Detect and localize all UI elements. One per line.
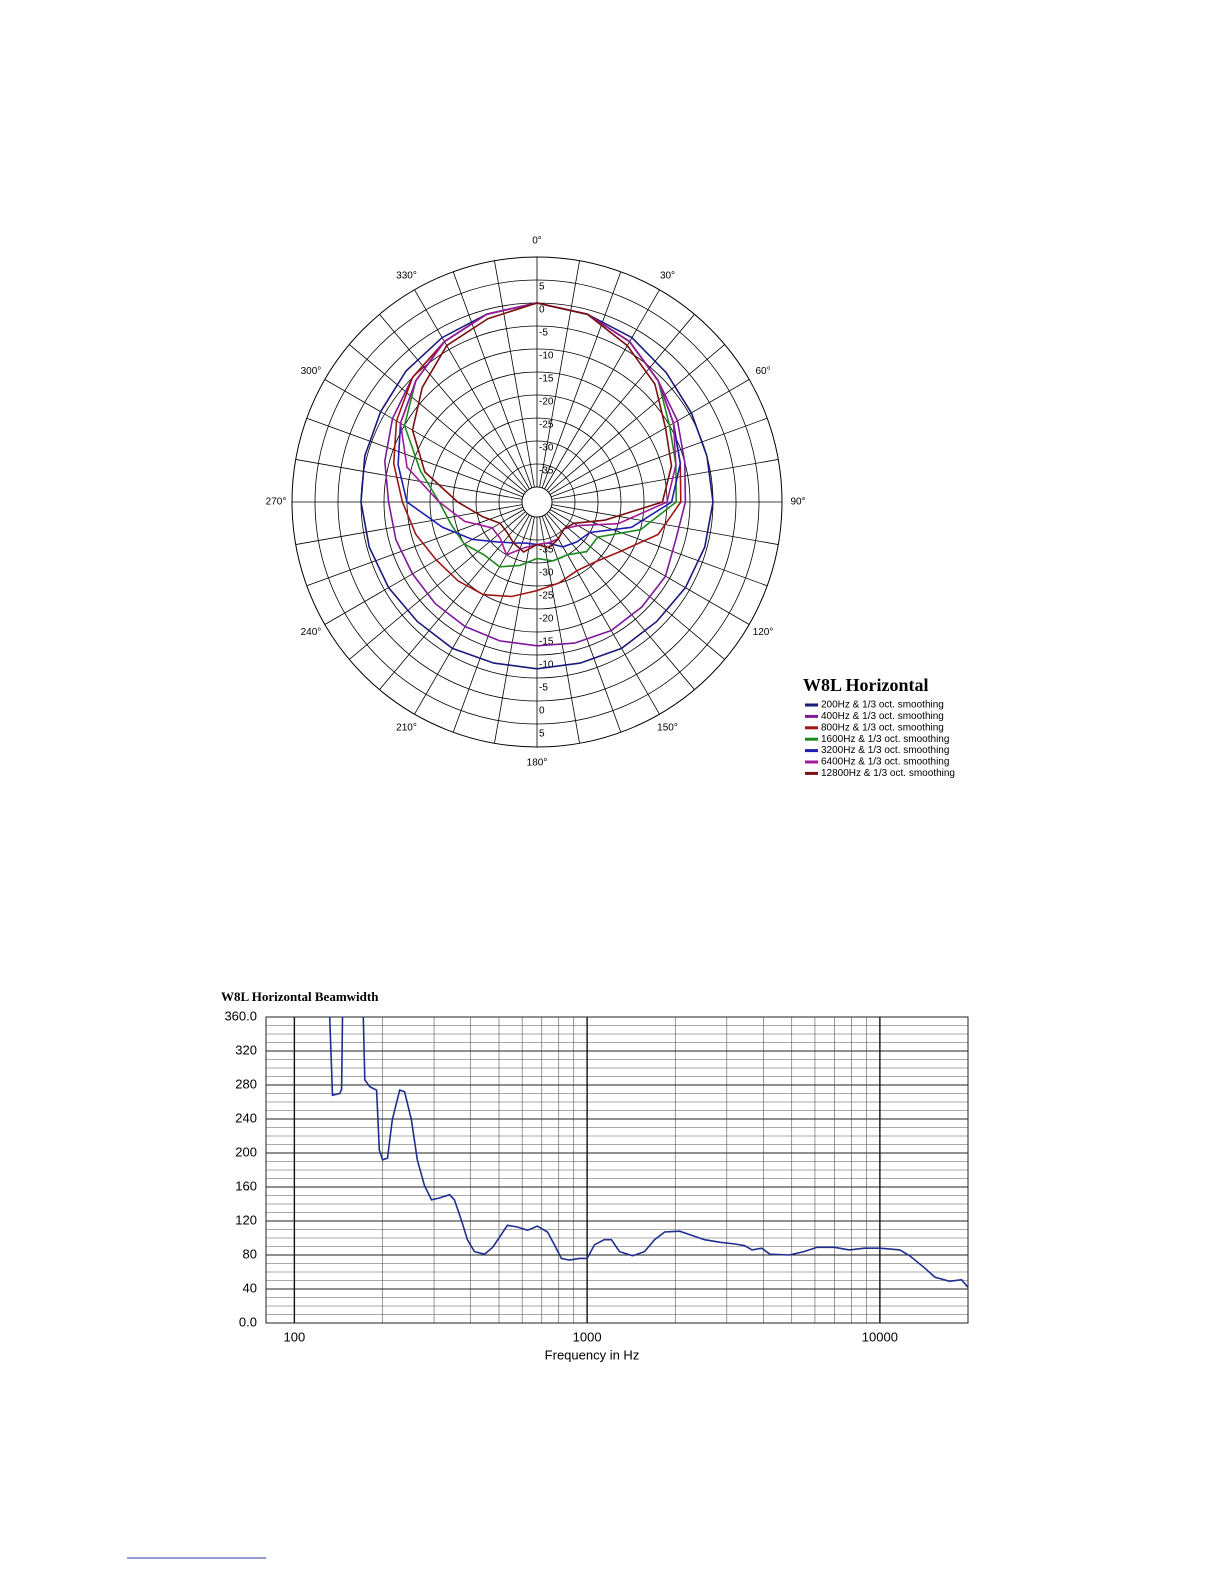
r-tick-label: 5 xyxy=(539,282,545,293)
y-tick-label: 360.0 xyxy=(224,1008,257,1023)
legend-label: 200Hz & 1/3 oct. smoothing xyxy=(821,700,944,711)
theta-tick-label: 300° xyxy=(301,366,322,377)
legend-label: 6400Hz & 1/3 oct. smoothing xyxy=(821,757,949,768)
theta-tick-label: 0° xyxy=(532,236,542,247)
plot-frame xyxy=(265,1016,969,1324)
legend-label: 12800Hz & 1/3 oct. smoothing xyxy=(821,768,955,779)
r-tick-label: -25 xyxy=(539,591,554,602)
r-tick-label: 0 xyxy=(539,706,545,717)
theta-tick-label: 120° xyxy=(753,627,774,638)
legend-label: 3200Hz & 1/3 oct. smoothing xyxy=(821,745,949,756)
y-tick-label: 120 xyxy=(235,1212,257,1227)
r-tick-label: -5 xyxy=(539,683,548,694)
chart-title: W8L Horizontal Beamwidth xyxy=(221,989,379,1004)
legend-label: 1600Hz & 1/3 oct. smoothing xyxy=(821,734,949,745)
y-tick-label: 0.0 xyxy=(239,1314,257,1329)
y-tick-label: 40 xyxy=(243,1280,257,1295)
x-axis-label: Frequency in Hz xyxy=(545,1347,640,1362)
x-tick-label: 10000 xyxy=(862,1329,898,1344)
r-tick-label: 5 xyxy=(539,729,545,740)
legend-label: 400Hz & 1/3 oct. smoothing xyxy=(821,711,944,722)
theta-tick-label: 210° xyxy=(396,723,417,734)
polar-curve xyxy=(360,302,714,670)
polar-curve xyxy=(403,302,678,568)
r-tick-label: -35 xyxy=(539,545,554,556)
r-tick-label: -10 xyxy=(539,351,554,362)
theta-tick-label: 240° xyxy=(301,627,322,638)
theta-tick-label: 270° xyxy=(266,497,287,508)
ring xyxy=(314,279,760,725)
legend-title: W8L Horizontal xyxy=(803,675,929,695)
y-tick-label: 280 xyxy=(235,1076,257,1091)
ring xyxy=(521,486,553,518)
beamwidth-line xyxy=(328,1016,969,1288)
theta-tick-label: 60° xyxy=(755,366,770,377)
polar-curve xyxy=(383,302,687,647)
y-tick-label: 200 xyxy=(235,1144,257,1159)
r-tick-label: -10 xyxy=(539,660,554,671)
ring xyxy=(475,440,599,564)
r-tick-label: -30 xyxy=(539,568,554,579)
y-tick-label: 80 xyxy=(243,1246,257,1261)
theta-tick-label: 150° xyxy=(657,723,678,734)
ring xyxy=(383,348,691,656)
r-tick-label: -20 xyxy=(539,614,554,625)
y-tick-label: 240 xyxy=(235,1110,257,1125)
theta-tick-label: 90° xyxy=(790,497,805,508)
ring xyxy=(452,417,622,587)
r-tick-label: -5 xyxy=(539,328,548,339)
r-tick-label: -15 xyxy=(539,637,554,648)
ring xyxy=(498,463,576,541)
center-hole xyxy=(522,487,552,517)
r-tick-label: -35 xyxy=(539,466,554,477)
ring xyxy=(429,394,645,610)
r-tick-label: -25 xyxy=(539,420,554,431)
ring xyxy=(291,256,783,748)
x-tick-label: 1000 xyxy=(573,1329,602,1344)
theta-tick-label: 180° xyxy=(527,758,548,769)
legend-label: 800Hz & 1/3 oct. smoothing xyxy=(821,722,944,733)
theta-tick-label: 330° xyxy=(396,271,417,282)
polar-curve xyxy=(411,302,673,553)
r-tick-label: -15 xyxy=(539,374,554,385)
y-tick-label: 160 xyxy=(235,1178,257,1193)
x-tick-label: 100 xyxy=(284,1329,306,1344)
y-tick-label: 320 xyxy=(235,1042,257,1057)
r-tick-label: 0 xyxy=(539,305,545,316)
r-tick-label: -30 xyxy=(539,443,554,454)
r-tick-label: -20 xyxy=(539,397,554,408)
theta-tick-label: 30° xyxy=(660,271,675,282)
